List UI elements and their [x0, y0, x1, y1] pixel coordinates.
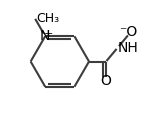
Text: N: N: [40, 29, 50, 43]
Text: CH₃: CH₃: [36, 12, 59, 25]
Text: O: O: [101, 74, 111, 88]
Text: +: +: [44, 29, 53, 38]
Text: ⁻O: ⁻O: [119, 25, 137, 39]
Text: NH: NH: [118, 41, 139, 55]
